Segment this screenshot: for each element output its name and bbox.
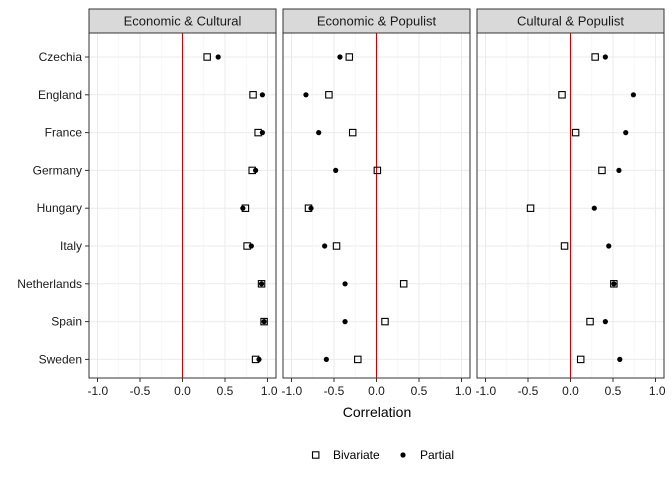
y-tick-label: Italy — [60, 239, 82, 253]
point-partial — [602, 319, 608, 325]
point-partial — [259, 130, 265, 136]
point-bivariate — [257, 280, 266, 288]
point-bivariate — [576, 355, 585, 364]
y-tick-label: France — [45, 126, 83, 140]
legend-label-partial: Partial — [420, 448, 454, 462]
facet-strip-label: Economic & Cultural — [124, 13, 242, 28]
facet-strip — [476, 8, 665, 34]
point-partial — [342, 281, 348, 287]
x-tick-label: -1.0 — [282, 384, 303, 398]
legend-key-partial — [400, 452, 406, 458]
point-bivariate — [332, 242, 341, 250]
facet-strip — [88, 8, 277, 34]
legend-key-bivariate — [311, 451, 320, 459]
y-tick-label: Czechia — [39, 50, 83, 64]
point-partial — [323, 356, 329, 362]
point-partial — [333, 167, 339, 173]
facet-panel: Economic & Populist -1.0 -0.5 0.0 0.5 1.0 — [282, 8, 472, 398]
point-partial — [253, 167, 259, 173]
x-tick-label: -1.0 — [476, 384, 497, 398]
x-axis-title: Correlation — [343, 404, 411, 420]
point-bivariate — [610, 280, 618, 288]
point-bivariate — [560, 242, 569, 250]
x-tick-label: -1.0 — [88, 384, 109, 398]
point-partial — [258, 281, 265, 287]
point-bivariate — [598, 166, 606, 175]
y-axis-labels: Czechia England France Germany Hungary Italy N… — [17, 50, 89, 366]
point-partial — [215, 54, 221, 60]
point-partial — [303, 92, 309, 98]
y-tick-label: England — [38, 88, 82, 102]
point-partial — [261, 319, 267, 325]
point-bivariate — [381, 317, 389, 326]
point-partial — [602, 54, 608, 60]
point-bivariate — [260, 317, 268, 326]
panels-layer: Economic & Cultural-1.0 -0.5 0.0 0.5 1.0Econ… — [88, 8, 666, 398]
point-partial — [248, 243, 254, 249]
point-partial — [342, 319, 348, 325]
point-bivariate — [348, 128, 357, 137]
point-bivariate — [373, 166, 382, 175]
x-tick-label: 0.0 — [562, 384, 579, 398]
y-tick-label: Hungary — [37, 201, 82, 215]
facet-panel: Cultural & Populist -1.0 -0.5 0.0 0.5 1.0 — [476, 8, 666, 398]
x-tick-label: 0.5 — [605, 384, 622, 398]
x-tick-label: 0.0 — [174, 384, 191, 398]
facet-strip-label: Economic & Populist — [317, 13, 437, 28]
legend: Bivariate Partial — [311, 448, 454, 462]
point-bivariate — [203, 53, 211, 61]
x-tick-label: -0.5 — [130, 384, 151, 398]
x-tick-label: -0.5 — [324, 384, 345, 398]
point-partial — [256, 356, 262, 362]
x-tick-label: 0.5 — [411, 384, 428, 398]
y-tick-label: Netherlands — [17, 277, 82, 291]
x-tick-label: 0.5 — [217, 384, 234, 398]
y-tick-label: Spain — [51, 315, 82, 329]
point-partial — [611, 281, 617, 287]
y-tick-label: Sweden — [39, 352, 82, 366]
point-bivariate — [586, 317, 594, 326]
point-partial — [322, 243, 328, 249]
x-tick-label: 0.0 — [368, 384, 385, 398]
point-bivariate — [591, 53, 599, 61]
x-tick-label: 1.0 — [649, 384, 666, 398]
point-partial — [623, 130, 629, 136]
facet-strip-label: Cultural & Populist — [517, 13, 624, 28]
point-partial — [337, 54, 343, 60]
point-partial — [591, 205, 597, 211]
point-partial — [316, 130, 322, 136]
point-bivariate — [526, 204, 535, 212]
point-bivariate — [345, 53, 354, 61]
point-bivariate — [571, 128, 580, 137]
point-bivariate — [558, 91, 566, 99]
facet-panel: Economic & Cultural -1.0 -0.5 0.0 0.5 1.0 — [88, 8, 278, 398]
x-tick-label: 1.0 — [261, 384, 278, 398]
legend-label-bivariate: Bivariate — [333, 448, 380, 462]
point-bivariate — [354, 355, 362, 364]
point-partial — [308, 205, 314, 211]
point-bivariate — [249, 91, 257, 99]
point-bivariate — [399, 280, 408, 288]
y-tick-label: Germany — [33, 163, 82, 177]
facet-strip — [282, 8, 471, 34]
x-tick-label: -0.5 — [518, 384, 539, 398]
point-partial — [617, 356, 623, 362]
x-tick-label: 1.0 — [455, 384, 472, 398]
point-bivariate — [325, 91, 333, 99]
point-partial — [630, 92, 637, 98]
point-partial — [606, 243, 612, 249]
point-partial — [616, 167, 622, 173]
point-partial — [240, 205, 246, 211]
point-partial — [259, 92, 265, 98]
